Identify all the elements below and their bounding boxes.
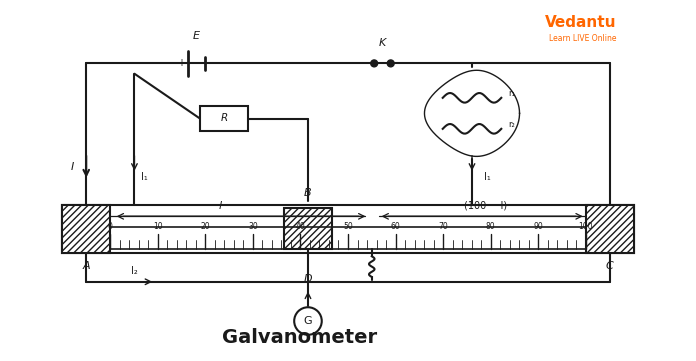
Text: −: − [207, 58, 217, 68]
Text: R: R [221, 113, 228, 123]
Text: 80: 80 [486, 222, 496, 231]
Circle shape [294, 307, 322, 335]
Bar [284, 208, 332, 249]
Text: 0: 0 [108, 222, 113, 231]
Text: D: D [303, 274, 313, 284]
Text: K: K [379, 38, 386, 48]
Bar [200, 106, 248, 131]
Text: (100 − l): (100 − l) [464, 201, 507, 211]
Text: Vedantu: Vedantu [545, 15, 617, 30]
Text: I: I [70, 162, 74, 172]
Text: C: C [606, 261, 614, 271]
Circle shape [371, 60, 378, 67]
Text: r₂: r₂ [508, 120, 514, 129]
Text: B: B [304, 188, 312, 198]
Text: A: A [82, 261, 90, 271]
Bar [62, 205, 111, 253]
Text: I₁: I₁ [141, 172, 148, 182]
Text: r₁: r₁ [508, 89, 515, 98]
Text: 60: 60 [390, 222, 400, 231]
Text: 50: 50 [343, 222, 353, 231]
Text: E: E [193, 31, 200, 42]
Text: 30: 30 [248, 222, 258, 231]
Text: G: G [303, 316, 313, 326]
Bar [585, 205, 634, 253]
Text: 70: 70 [438, 222, 448, 231]
Text: I₁: I₁ [484, 172, 491, 182]
Text: 10: 10 [153, 222, 163, 231]
Text: 20: 20 [200, 222, 210, 231]
Text: 90: 90 [533, 222, 543, 231]
Circle shape [387, 60, 394, 67]
Text: I₂: I₂ [131, 266, 138, 276]
Text: Learn LIVE Online: Learn LIVE Online [549, 34, 617, 43]
Text: 40: 40 [296, 222, 306, 231]
Text: Galvanometer: Galvanometer [222, 328, 377, 347]
Text: l: l [219, 201, 222, 211]
Text: +: + [177, 58, 184, 68]
Bar [62, 205, 634, 253]
Text: 100: 100 [578, 222, 593, 231]
